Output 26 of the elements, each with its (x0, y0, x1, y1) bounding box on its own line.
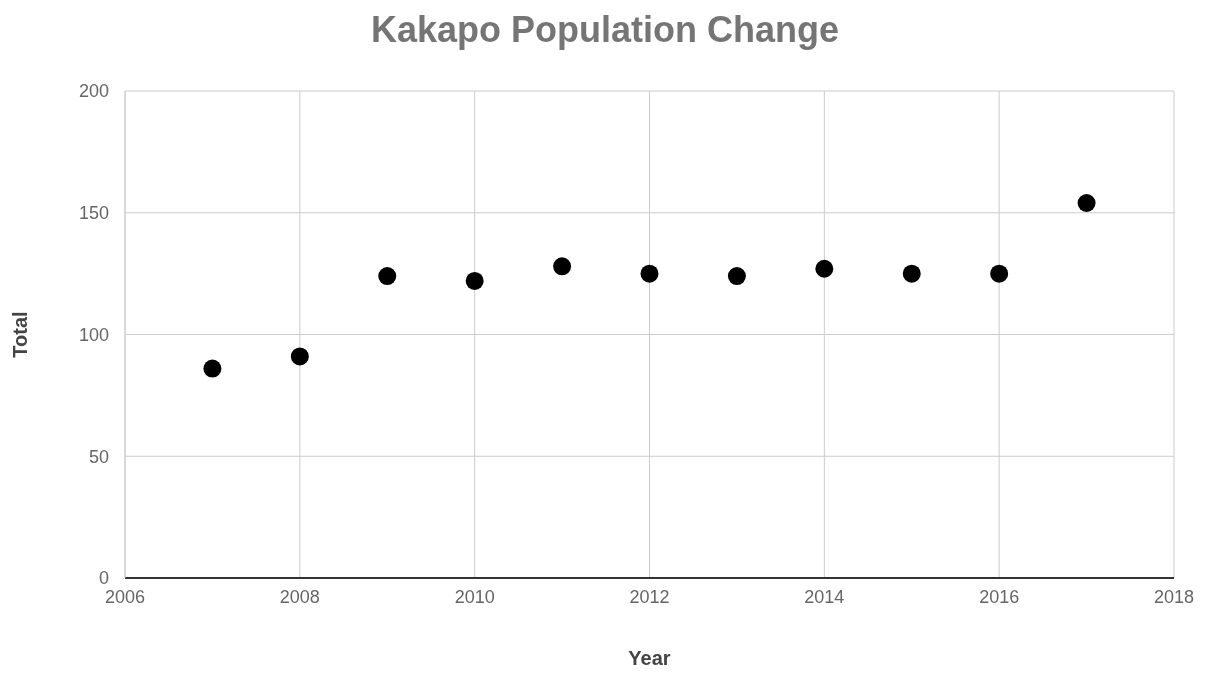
x-tick-label: 2018 (1153, 586, 1195, 607)
y-axis-title: Total (9, 311, 32, 358)
y-tick-label: 150 (78, 203, 109, 224)
y-tick-label: 200 (78, 81, 109, 102)
x-tick-label: 2016 (979, 586, 1020, 607)
point (465, 271, 484, 290)
point (815, 259, 834, 278)
x-tick-label: 2014 (804, 586, 845, 607)
point (203, 359, 222, 378)
y-tick-label: 50 (88, 446, 109, 467)
x-tick-label: 2012 (629, 586, 670, 607)
point (378, 267, 397, 286)
point (553, 257, 572, 276)
y-tick-label: 0 (98, 568, 109, 589)
x-tick-label: 2010 (454, 586, 495, 607)
point (290, 347, 309, 366)
point (640, 264, 659, 283)
x-tick-label: 2006 (104, 586, 146, 607)
point (1077, 194, 1096, 213)
x-axis-title: Year (628, 647, 671, 669)
x-tick-label: 2008 (279, 586, 320, 607)
y-tick-label: 100 (78, 324, 109, 345)
point (727, 267, 746, 286)
chart-title: Kakapo Population Change (369, 8, 840, 50)
point (990, 264, 1009, 283)
point (902, 264, 921, 283)
